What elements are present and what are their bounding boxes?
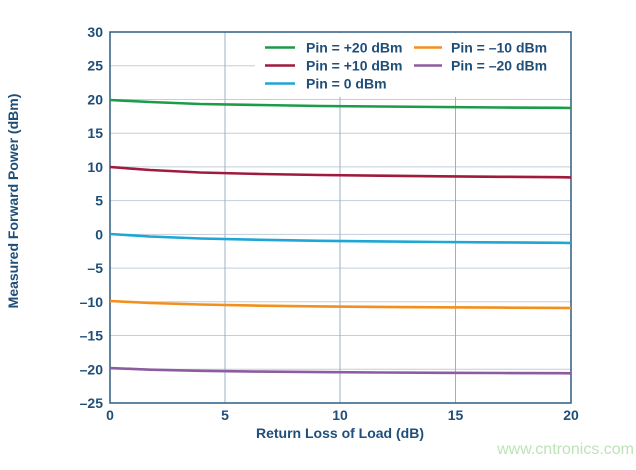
svg-text:10: 10 bbox=[87, 159, 103, 175]
svg-text:0: 0 bbox=[106, 407, 114, 423]
svg-text:10: 10 bbox=[332, 407, 348, 423]
svg-text:www.cntronics.com: www.cntronics.com bbox=[496, 441, 634, 458]
svg-text:–15: –15 bbox=[80, 328, 104, 344]
svg-text:30: 30 bbox=[87, 24, 103, 40]
svg-text:–5: –5 bbox=[87, 260, 103, 276]
svg-text:Pin = –20 dBm: Pin = –20 dBm bbox=[451, 58, 547, 74]
svg-text:Pin = –10 dBm: Pin = –10 dBm bbox=[451, 40, 547, 56]
svg-text:15: 15 bbox=[448, 407, 464, 423]
svg-text:20: 20 bbox=[87, 92, 103, 108]
svg-text:15: 15 bbox=[87, 125, 103, 141]
svg-text:25: 25 bbox=[87, 58, 103, 74]
svg-text:Pin = 0 dBm: Pin = 0 dBm bbox=[306, 76, 387, 92]
svg-text:–10: –10 bbox=[80, 294, 104, 310]
svg-text:–25: –25 bbox=[80, 395, 104, 411]
svg-text:Return Loss of Load (dB): Return Loss of Load (dB) bbox=[256, 425, 424, 441]
svg-text:Measured Forward Power (dBm): Measured Forward Power (dBm) bbox=[5, 94, 21, 309]
svg-text:–20: –20 bbox=[80, 361, 104, 377]
svg-text:Pin = +10 dBm: Pin = +10 dBm bbox=[306, 58, 402, 74]
svg-text:Pin = +20 dBm: Pin = +20 dBm bbox=[306, 40, 402, 56]
svg-text:0: 0 bbox=[95, 226, 103, 242]
svg-text:5: 5 bbox=[95, 193, 103, 209]
svg-text:5: 5 bbox=[221, 407, 229, 423]
svg-text:20: 20 bbox=[563, 407, 579, 423]
